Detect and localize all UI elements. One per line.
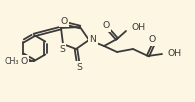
Text: O: O: [60, 17, 68, 26]
Text: S: S: [76, 63, 82, 72]
Text: O: O: [20, 57, 28, 65]
Text: OH: OH: [131, 23, 145, 33]
Text: OH: OH: [167, 49, 181, 59]
Text: N: N: [90, 34, 97, 43]
Text: O: O: [102, 22, 110, 30]
Text: CH₃: CH₃: [5, 57, 19, 65]
Text: O: O: [148, 35, 156, 44]
Text: S: S: [59, 44, 65, 54]
